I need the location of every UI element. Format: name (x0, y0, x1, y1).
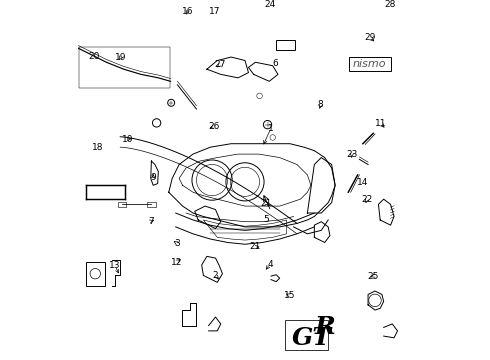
Text: 9: 9 (150, 173, 156, 182)
Bar (349, 57, 391, 71)
Text: 21: 21 (261, 199, 272, 208)
Text: 17: 17 (209, 7, 220, 16)
Bar (285, 320, 328, 350)
Text: 4: 4 (267, 260, 273, 269)
Text: 8: 8 (318, 100, 323, 109)
Text: 11: 11 (375, 119, 387, 128)
Text: 21: 21 (249, 243, 260, 252)
Bar (86, 262, 105, 286)
Text: 28: 28 (384, 0, 395, 9)
Text: 5: 5 (264, 215, 270, 224)
Text: 14: 14 (357, 178, 368, 187)
Text: 13: 13 (109, 261, 121, 270)
Text: 23: 23 (346, 150, 357, 159)
Text: 18: 18 (92, 143, 103, 152)
Bar (118, 202, 126, 207)
Text: GT: GT (292, 326, 332, 350)
Text: 26: 26 (209, 122, 220, 131)
Text: 20: 20 (89, 52, 100, 61)
Text: 1: 1 (268, 123, 274, 132)
Text: 2: 2 (213, 271, 219, 280)
Text: 15: 15 (284, 291, 296, 300)
Text: 25: 25 (368, 271, 379, 280)
Text: 6: 6 (272, 59, 278, 68)
Text: 27: 27 (214, 60, 226, 69)
Text: 16: 16 (182, 7, 193, 16)
Text: nismo: nismo (353, 59, 387, 69)
Bar (147, 202, 155, 207)
Text: 19: 19 (115, 53, 126, 62)
Text: 3: 3 (174, 239, 180, 248)
Text: 22: 22 (362, 195, 372, 204)
Text: 29: 29 (365, 33, 376, 42)
Text: 24: 24 (264, 0, 275, 9)
Text: 10: 10 (122, 135, 134, 144)
Text: R: R (314, 315, 335, 339)
Text: 7: 7 (148, 217, 153, 226)
Bar (276, 40, 295, 50)
Text: 12: 12 (171, 258, 182, 267)
